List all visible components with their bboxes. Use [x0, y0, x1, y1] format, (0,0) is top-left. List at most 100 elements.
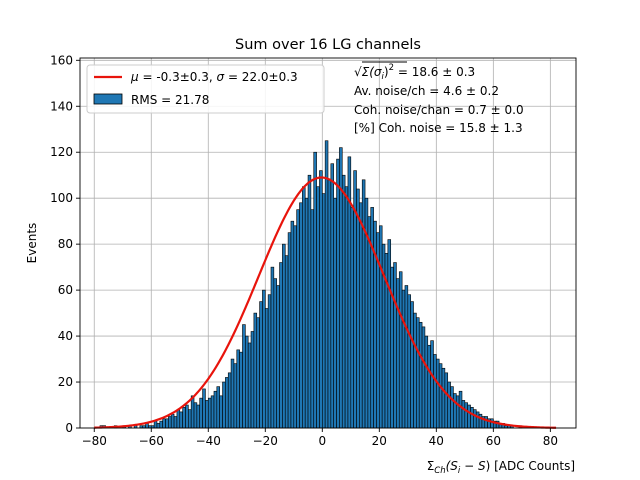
histogram-bar — [307, 174, 312, 429]
histogram-bar — [245, 335, 249, 429]
histogram-bar — [444, 372, 449, 429]
histogram-bar — [313, 151, 317, 429]
histogram-bar — [438, 363, 443, 429]
y-axis-ticks: 0 20 40 60 80 100 120 140 160 — [50, 53, 80, 435]
histogram-bar — [188, 409, 192, 429]
histogram-bar — [247, 342, 252, 429]
y-tick-label: 40 — [58, 329, 73, 343]
histogram-bar — [475, 411, 480, 429]
histogram-bar — [242, 324, 246, 429]
y-axis-label: Events — [25, 223, 39, 264]
histogram-bar — [168, 416, 172, 429]
histogram-bar — [302, 186, 306, 429]
histogram-bar — [478, 413, 483, 429]
chart-title: Sum over 16 LG channels — [235, 37, 421, 53]
histogram-bar — [396, 278, 400, 429]
histogram-bar — [202, 388, 206, 429]
histogram-bar — [165, 418, 169, 429]
histogram-bar — [282, 243, 286, 429]
histogram-bar — [287, 232, 292, 429]
histogram-bar — [341, 174, 346, 429]
histogram-bar — [490, 418, 494, 429]
y-tick-label: 0 — [65, 421, 73, 435]
legend-hist-swatch — [93, 93, 123, 105]
histogram-bar — [350, 207, 354, 429]
histogram-bar — [207, 397, 212, 429]
y-tick-label: 100 — [50, 191, 73, 205]
x-tick-label: 80 — [543, 434, 558, 448]
histogram-bar — [213, 390, 218, 429]
histogram-bar — [470, 407, 474, 429]
histogram-bar — [410, 301, 414, 429]
histogram-bar — [450, 386, 454, 429]
histogram-bar — [427, 344, 431, 429]
histogram-bar — [407, 294, 411, 429]
legend-hist-label: RMS = 21.78 — [131, 93, 209, 107]
histogram-bars — [99, 140, 523, 429]
histogram-bar — [344, 186, 349, 429]
histogram-bar — [176, 409, 181, 429]
gaussian-fit-curve — [94, 176, 557, 429]
histogram-bar — [393, 262, 397, 429]
histogram-bar — [387, 239, 392, 429]
x-tick-label: 40 — [429, 434, 444, 448]
histogram-bar — [222, 381, 226, 429]
histogram-bar — [205, 400, 209, 429]
histogram-bar — [416, 317, 420, 429]
histogram-bar — [473, 409, 477, 429]
histogram-bar — [361, 179, 366, 429]
histogram-bar — [170, 413, 175, 429]
x-tick-label: −20 — [253, 434, 278, 448]
histogram-bar — [225, 377, 229, 429]
annotation-coh-noise: Coh. noise/chan = 0.7 ± 0.0 — [354, 103, 524, 117]
histogram-bar — [356, 188, 360, 429]
histogram-bar — [216, 386, 220, 429]
histogram-bar — [233, 363, 238, 429]
histogram-bar — [316, 186, 320, 429]
histogram-bar — [284, 255, 289, 429]
x-tick-label: −40 — [196, 434, 221, 448]
histogram-bar — [179, 411, 183, 429]
histogram-bar — [279, 262, 283, 429]
histogram-bar — [276, 285, 280, 429]
histogram-bar — [196, 404, 201, 429]
histogram-bar — [421, 326, 426, 429]
legend-box — [86, 64, 325, 114]
x-tick-label: −80 — [82, 434, 107, 448]
histogram-bar — [404, 285, 409, 429]
y-tick-label: 120 — [50, 145, 73, 159]
histogram-bar — [379, 225, 383, 429]
histogram-bar — [293, 225, 297, 429]
y-tick-label: 20 — [58, 375, 73, 389]
histogram-bar — [153, 420, 158, 429]
annotation-coh-noise-percent: [%] Coh. noise = 15.8 ± 1.3 — [354, 121, 523, 135]
histogram-bar — [262, 289, 266, 429]
histogram-bar — [418, 321, 423, 429]
histogram-bar — [413, 312, 417, 429]
histogram-bar — [401, 289, 406, 429]
histogram-bar — [193, 402, 198, 429]
histogram-bar — [347, 156, 352, 429]
histogram-bar — [455, 395, 460, 429]
histogram-bar — [464, 402, 468, 429]
histogram-bar — [327, 179, 332, 429]
histogram-bar — [370, 207, 374, 429]
x-tick-label: −60 — [139, 434, 164, 448]
histogram-bar — [458, 390, 463, 429]
histogram-bar — [259, 301, 263, 429]
histogram-bar — [436, 358, 440, 429]
histogram-bar — [467, 404, 471, 429]
histogram-bar — [424, 335, 429, 429]
histogram-bar — [185, 404, 189, 429]
histogram-bar — [441, 367, 446, 429]
histogram-bar — [173, 416, 178, 429]
histogram-bar — [162, 418, 166, 429]
histogram-bar — [336, 158, 340, 429]
histogram-bar — [190, 395, 195, 429]
histogram-bar — [230, 358, 235, 429]
histogram-bar — [321, 193, 326, 429]
histogram-bar — [227, 372, 232, 429]
stats-annotation: √Σ(σi)2 = 18.6 ± 0.3 Av. noise/ch = 4.6 … — [354, 61, 524, 135]
histogram-bar — [319, 170, 323, 429]
